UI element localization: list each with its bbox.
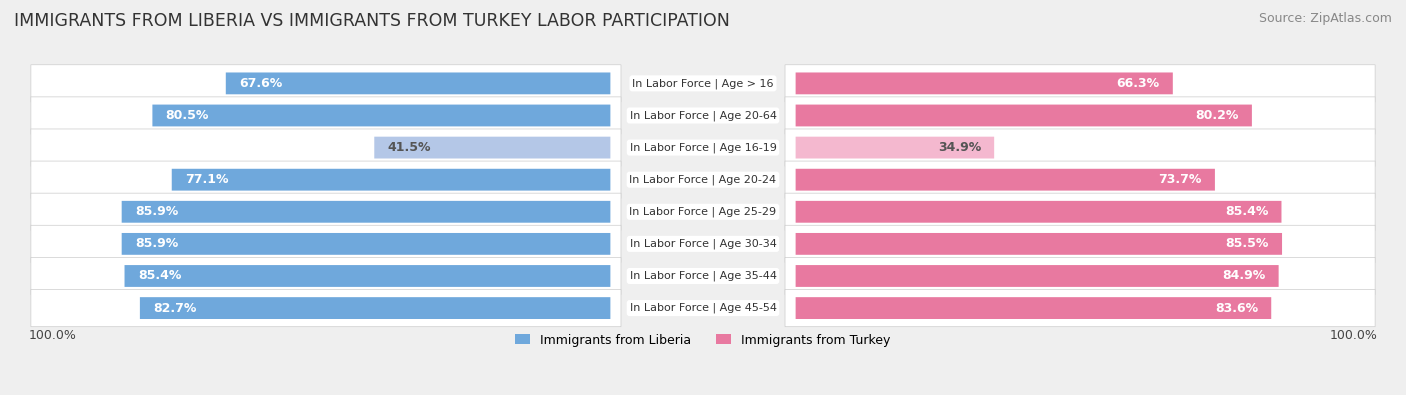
Text: 85.4%: 85.4% [1225,205,1268,218]
Text: 82.7%: 82.7% [153,302,197,314]
Text: In Labor Force | Age 20-64: In Labor Force | Age 20-64 [630,110,776,121]
FancyBboxPatch shape [785,129,1375,166]
FancyBboxPatch shape [785,225,1375,263]
FancyBboxPatch shape [31,97,621,134]
Text: 85.9%: 85.9% [135,237,179,250]
Text: Source: ZipAtlas.com: Source: ZipAtlas.com [1258,12,1392,25]
Text: In Labor Force | Age > 16: In Labor Force | Age > 16 [633,78,773,88]
Text: 67.6%: 67.6% [239,77,283,90]
FancyBboxPatch shape [796,72,1173,94]
FancyBboxPatch shape [796,105,1251,126]
FancyBboxPatch shape [796,233,1282,255]
FancyBboxPatch shape [785,65,1375,102]
FancyBboxPatch shape [31,129,621,166]
Text: In Labor Force | Age 25-29: In Labor Force | Age 25-29 [630,207,776,217]
FancyBboxPatch shape [796,201,1281,223]
Text: In Labor Force | Age 16-19: In Labor Force | Age 16-19 [630,142,776,153]
Text: In Labor Force | Age 20-24: In Labor Force | Age 20-24 [630,175,776,185]
FancyBboxPatch shape [31,225,621,263]
Text: In Labor Force | Age 35-44: In Labor Force | Age 35-44 [630,271,776,281]
FancyBboxPatch shape [785,258,1375,295]
FancyBboxPatch shape [31,65,621,102]
FancyBboxPatch shape [31,193,621,230]
Text: 85.9%: 85.9% [135,205,179,218]
FancyBboxPatch shape [139,297,610,319]
FancyBboxPatch shape [31,161,621,198]
Text: 34.9%: 34.9% [938,141,981,154]
Text: In Labor Force | Age 45-54: In Labor Force | Age 45-54 [630,303,776,313]
FancyBboxPatch shape [172,169,610,191]
FancyBboxPatch shape [785,97,1375,134]
FancyBboxPatch shape [796,137,994,158]
Text: 84.9%: 84.9% [1222,269,1265,282]
FancyBboxPatch shape [796,169,1215,191]
Text: 73.7%: 73.7% [1159,173,1202,186]
FancyBboxPatch shape [125,265,610,287]
Text: 100.0%: 100.0% [28,329,76,342]
Text: 80.2%: 80.2% [1195,109,1239,122]
Text: 77.1%: 77.1% [186,173,229,186]
Text: 41.5%: 41.5% [388,141,432,154]
FancyBboxPatch shape [31,290,621,327]
FancyBboxPatch shape [31,258,621,295]
Text: 83.6%: 83.6% [1215,302,1258,314]
Text: 85.4%: 85.4% [138,269,181,282]
Text: IMMIGRANTS FROM LIBERIA VS IMMIGRANTS FROM TURKEY LABOR PARTICIPATION: IMMIGRANTS FROM LIBERIA VS IMMIGRANTS FR… [14,12,730,30]
FancyBboxPatch shape [785,193,1375,230]
Text: 100.0%: 100.0% [1330,329,1378,342]
Legend: Immigrants from Liberia, Immigrants from Turkey: Immigrants from Liberia, Immigrants from… [510,329,896,352]
FancyBboxPatch shape [796,297,1271,319]
FancyBboxPatch shape [226,72,610,94]
Text: In Labor Force | Age 30-34: In Labor Force | Age 30-34 [630,239,776,249]
FancyBboxPatch shape [785,161,1375,198]
Text: 66.3%: 66.3% [1116,77,1160,90]
FancyBboxPatch shape [122,233,610,255]
FancyBboxPatch shape [374,137,610,158]
FancyBboxPatch shape [152,105,610,126]
Text: 85.5%: 85.5% [1226,237,1268,250]
FancyBboxPatch shape [785,290,1375,327]
FancyBboxPatch shape [122,201,610,223]
FancyBboxPatch shape [796,265,1278,287]
Text: 80.5%: 80.5% [166,109,209,122]
